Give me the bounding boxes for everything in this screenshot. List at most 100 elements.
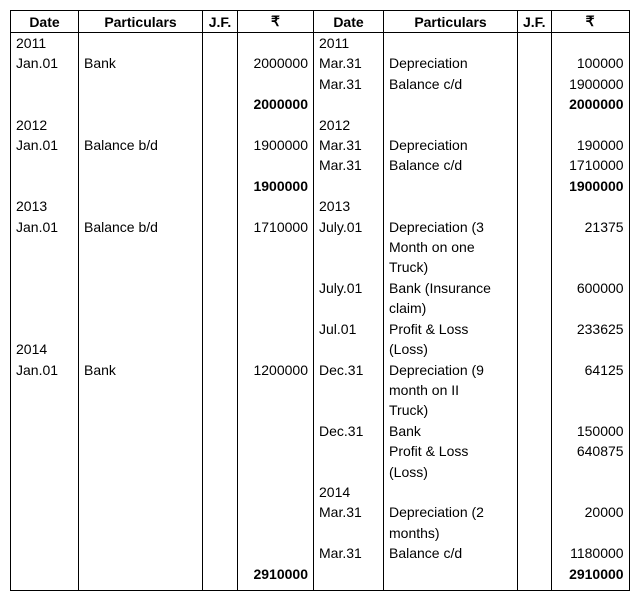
ledger-row: Jan.01 Bank 1200000 Dec.31 Depreciation (9 64… <box>10 359 630 380</box>
particulars-cell <box>383 563 518 584</box>
particulars-cell: Balance c/d <box>383 543 518 564</box>
particulars-cell: month on II <box>383 379 518 401</box>
ledger-row: Jan.01 Bank 2000000 Mar.31 Depreciation 10000… <box>10 53 630 74</box>
jf-cell <box>202 318 238 340</box>
jf-cell <box>517 237 552 258</box>
ledger-row: (Loss) <box>10 461 630 482</box>
jf-cell <box>517 94 552 115</box>
date-cell: 2012 <box>313 114 384 136</box>
date-cell <box>10 298 79 319</box>
amount-cell <box>550 461 630 482</box>
date-cell <box>10 175 79 197</box>
jf-cell <box>517 563 552 584</box>
particulars-cell <box>78 502 203 523</box>
particulars-cell: Depreciation <box>383 53 518 74</box>
amount-cell: 1710000 <box>550 155 630 176</box>
date-cell <box>313 522 384 544</box>
amount-cell: 1900000 <box>237 175 314 197</box>
jf-cell <box>202 237 238 258</box>
header-cell: J.F. <box>517 10 552 33</box>
jf-cell <box>517 216 552 238</box>
amount-cell <box>237 481 314 503</box>
amount-cell <box>237 155 314 176</box>
date-cell: 2014 <box>10 339 79 360</box>
particulars-cell: Balance c/d <box>383 155 518 176</box>
header-row: Date Particulars J.F. ₹ Date Particulars J.F. ₹ <box>10 10 630 33</box>
ledger-row: Truck) <box>10 257 630 278</box>
date-cell <box>10 400 79 421</box>
amount-cell <box>237 114 314 136</box>
date-cell: 2011 <box>10 32 79 54</box>
ledger-row: month on II <box>10 379 630 401</box>
particulars-cell: months) <box>383 522 518 544</box>
amount-cell: 2000000 <box>550 94 630 115</box>
date-cell: Dec.31 <box>313 420 384 442</box>
spacer-cell <box>202 583 238 591</box>
particulars-cell <box>78 175 203 197</box>
particulars-cell: Balance c/d <box>383 73 518 95</box>
jf-cell <box>202 155 238 176</box>
particulars-cell <box>78 257 203 278</box>
ledger-row: Dec.31 Bank 150000 <box>10 420 630 442</box>
ledger-row: Jan.01 Balance b/d 1900000 Mar.31 Depreciati… <box>10 135 630 156</box>
date-cell <box>10 237 79 258</box>
jf-cell <box>517 400 552 421</box>
ledger-row: claim) <box>10 298 630 319</box>
jf-cell <box>202 563 238 584</box>
jf-cell <box>517 155 552 176</box>
spacer-cell <box>517 583 552 591</box>
date-cell: Mar.31 <box>313 502 384 523</box>
date-cell <box>10 155 79 176</box>
jf-cell <box>202 196 238 217</box>
jf-cell <box>202 277 238 299</box>
particulars-cell <box>78 441 203 462</box>
date-cell <box>10 420 79 442</box>
ledger-row: Mar.31 Depreciation (2 20000 <box>10 502 630 523</box>
particulars-cell <box>383 94 518 115</box>
jf-cell <box>202 257 238 278</box>
date-cell <box>313 379 384 401</box>
ledger-row: July.01 Bank (Insurance 600000 <box>10 277 630 299</box>
jf-cell <box>202 216 238 238</box>
amount-cell: 2910000 <box>237 563 314 584</box>
jf-cell <box>202 32 238 54</box>
jf-cell <box>202 298 238 319</box>
amount-cell <box>550 522 630 544</box>
date-cell <box>10 277 79 299</box>
jf-cell <box>202 522 238 544</box>
ledger-row: 1900000 1900000 <box>10 175 630 197</box>
date-cell: July.01 <box>313 216 384 238</box>
particulars-cell <box>78 298 203 319</box>
jf-cell <box>202 502 238 523</box>
jf-cell <box>202 461 238 482</box>
jf-cell <box>517 318 552 340</box>
date-cell <box>313 461 384 482</box>
jf-cell <box>517 441 552 462</box>
date-cell <box>10 543 79 564</box>
ledger-row: Mar.31 Balance c/d 1710000 <box>10 155 630 176</box>
particulars-cell <box>383 196 518 217</box>
date-cell <box>10 73 79 95</box>
jf-cell <box>517 32 552 54</box>
date-cell: Mar.31 <box>313 155 384 176</box>
amount-cell <box>237 502 314 523</box>
amount-cell: 2000000 <box>237 94 314 115</box>
particulars-cell <box>78 481 203 503</box>
jf-cell <box>517 420 552 442</box>
spacer-cell <box>550 583 630 591</box>
amount-cell: 2000000 <box>237 53 314 74</box>
particulars-cell <box>78 196 203 217</box>
date-cell: 2012 <box>10 114 79 136</box>
ledger-row: 2014 (Loss) <box>10 339 630 360</box>
particulars-cell: Profit & Loss <box>383 318 518 340</box>
date-cell <box>10 563 79 584</box>
jf-cell <box>517 73 552 95</box>
ledger-row: Profit & Loss 640875 <box>10 441 630 462</box>
date-cell <box>313 94 384 115</box>
particulars-cell: Bank <box>78 53 203 74</box>
amount-cell <box>550 400 630 421</box>
jf-cell <box>202 441 238 462</box>
amount-cell <box>550 339 630 360</box>
date-cell <box>10 379 79 401</box>
jf-cell <box>517 481 552 503</box>
